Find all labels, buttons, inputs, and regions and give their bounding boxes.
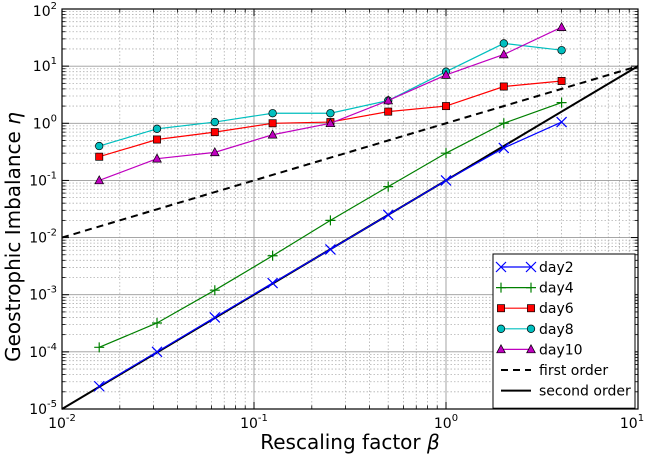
plot-border — [61, 8, 639, 410]
legend-label: day4 — [539, 281, 574, 297]
day10-point — [209, 147, 220, 157]
legend-entry-second-order: second order — [501, 384, 631, 400]
legend-marker — [496, 324, 506, 333]
day8-point — [268, 109, 277, 118]
day2-point — [440, 175, 452, 186]
y-tick-label: 101 — [33, 56, 57, 75]
day6-point — [268, 119, 277, 128]
first-order-line — [61, 65, 639, 239]
day10-point — [267, 129, 278, 139]
legend-marker — [496, 344, 506, 354]
legend-label: day8 — [539, 322, 574, 338]
x-tick-label: 10-2 — [48, 413, 76, 432]
day8-point — [210, 117, 219, 127]
x-axis-label: Rescaling factor β — [260, 430, 440, 454]
day6-point — [499, 82, 508, 91]
day2-point — [498, 142, 510, 154]
day10-point — [441, 69, 451, 79]
legend-box — [492, 253, 636, 409]
y-tick-label: 10-2 — [29, 228, 57, 247]
legend-label: second order — [539, 384, 631, 400]
day10-point — [94, 175, 105, 185]
day2-point — [209, 312, 221, 323]
series-day8 — [95, 39, 566, 151]
day6-point — [384, 107, 393, 116]
legend-marker — [495, 261, 507, 273]
day10-point — [325, 117, 336, 128]
x-axis-ticks: 10-2 10-1 100 101 — [48, 413, 644, 432]
legend-entry-first-order: first order — [501, 363, 608, 379]
day4-point — [267, 250, 278, 261]
day8-point — [152, 124, 162, 133]
day4-point — [152, 317, 163, 328]
day8-point — [557, 46, 566, 55]
day4-point — [94, 342, 105, 353]
x-tick-label: 10-1 — [240, 413, 268, 432]
legend-marker — [525, 261, 537, 273]
legend: day2 day4 day6 day8 day10 first order second o… — [492, 253, 636, 409]
day4-point — [498, 118, 509, 129]
y-tick-label: 10-1 — [29, 170, 57, 189]
y-tick-label: 102 — [33, 1, 57, 20]
legend-label: day10 — [539, 342, 583, 358]
y-tick-label: 10-3 — [29, 285, 57, 304]
series-day2 — [93, 116, 568, 392]
y-tick-label: 10-5 — [29, 399, 57, 418]
legend-marker — [526, 324, 536, 333]
day4-point — [556, 97, 567, 108]
legend-marker — [527, 304, 535, 313]
legend-marker — [497, 304, 505, 313]
day2-point — [93, 380, 105, 392]
legend-label: day6 — [539, 301, 574, 317]
y-axis-ticks: 10-5 10-4 10-3 10-2 10-1 100 101 102 — [29, 1, 57, 418]
day10-point — [498, 49, 509, 59]
day4-point — [441, 148, 451, 159]
legend-label: first order — [539, 363, 608, 379]
day6-point — [557, 77, 566, 85]
day4-point — [325, 215, 336, 226]
legend-entry-day10: day10 — [496, 342, 583, 358]
legend-entry-day6: day6 — [497, 301, 574, 317]
legend-marker — [496, 282, 506, 293]
day6-point — [210, 128, 219, 137]
day8-point — [326, 109, 335, 118]
day10-point — [556, 21, 567, 31]
y-axis-label: Geostrophic Imbalance η — [1, 112, 25, 362]
day6-point — [95, 152, 104, 161]
day2-point — [556, 116, 568, 128]
day6-point — [153, 135, 161, 144]
data-series — [93, 21, 568, 392]
day8-point — [499, 39, 508, 48]
day4-point — [209, 285, 220, 296]
legend-marker — [526, 344, 536, 354]
series-day10 — [94, 21, 567, 185]
x-tick-label: 100 — [434, 413, 458, 432]
day6-point — [442, 102, 450, 111]
day8-point — [95, 141, 104, 151]
day2-point — [382, 209, 394, 221]
day4-point — [383, 181, 394, 192]
legend-entry-day2: day2 — [495, 260, 574, 276]
day10-point — [152, 153, 162, 163]
day10-point — [383, 95, 394, 105]
legend-label: day2 — [539, 260, 574, 276]
y-tick-label: 100 — [33, 113, 57, 132]
y-tick-label: 10-4 — [29, 342, 57, 361]
x-tick-label: 101 — [620, 413, 644, 432]
legend-marker — [526, 282, 536, 293]
day2-point — [151, 346, 163, 358]
day2-point — [324, 244, 336, 255]
legend-entry-day4: day4 — [496, 281, 574, 297]
series-day4 — [94, 97, 567, 353]
day2-point — [267, 277, 279, 289]
legend-entry-day8: day8 — [496, 322, 574, 338]
